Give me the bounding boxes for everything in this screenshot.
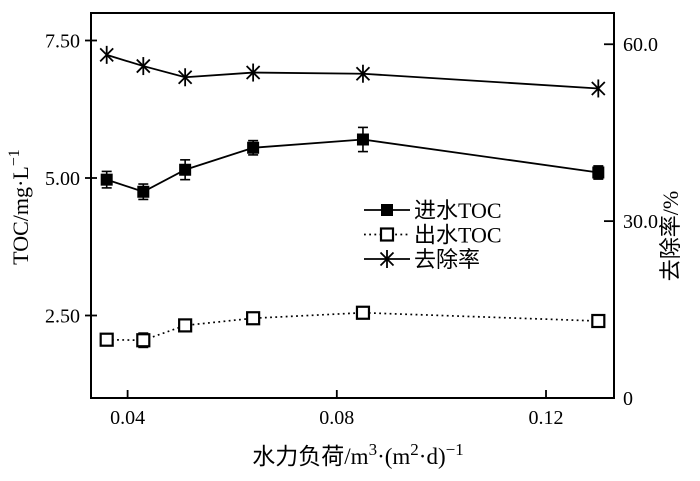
x-tick-label: 0.12 <box>529 407 564 429</box>
legend-item-removal-rate: 去除率 <box>364 247 480 272</box>
legend-item-outflow-toc: 出水TOC <box>364 223 502 248</box>
legend-inflow-toc-marker-icon <box>381 204 393 216</box>
outflow-toc-marker <box>136 333 151 348</box>
series-outflow-toc <box>99 305 606 349</box>
removal-rate-marker <box>178 68 193 87</box>
inflow-toc-marker <box>137 185 150 198</box>
removal-rate-marker <box>99 45 114 64</box>
outflow-toc-marker <box>355 305 371 320</box>
removal-rate-marker <box>245 63 261 82</box>
series-inflow-toc-line <box>106 138 599 193</box>
legend-outflow-toc-marker-icon <box>379 227 395 242</box>
y-left-tick-label: 7.50 <box>45 31 80 53</box>
legend-label-inflow-toc: 进水TOC <box>414 198 502 223</box>
outflow-toc-marker <box>178 318 193 333</box>
series-inflow-toc <box>100 126 605 201</box>
y-left-axis-title: TOC/mg·L−1​ <box>6 149 33 265</box>
removal-rate-marker <box>355 64 371 83</box>
outflow-toc-marker <box>591 313 606 329</box>
y-right-tick-label: 30.0 <box>623 211 658 233</box>
y-right-axis-title: 去除率/% <box>658 191 683 281</box>
removal-rate-marker <box>136 57 151 76</box>
y-left-tick-label: 5.00 <box>45 168 80 190</box>
outflow-toc-marker <box>99 332 114 347</box>
legend-label-removal-rate: 去除率 <box>414 247 480 272</box>
inflow-toc-marker <box>247 141 260 154</box>
y-right-tick-label: 0 <box>623 388 633 410</box>
series-removal-rate-line <box>106 54 599 90</box>
inflow-toc-marker <box>179 163 192 176</box>
x-tick-label: 0.04 <box>110 407 145 429</box>
removal-rate-marker <box>591 79 606 98</box>
inflow-toc-marker <box>100 173 113 186</box>
x-tick-label: 0.08 <box>319 407 354 429</box>
series-removal-rate <box>99 45 606 98</box>
legend-removal-rate-marker-icon <box>379 250 395 268</box>
y-right-tick-label: 60.0 <box>623 34 658 56</box>
outflow-toc-marker <box>246 311 261 326</box>
inflow-toc-marker <box>592 166 605 179</box>
inflow-toc-marker <box>356 133 369 146</box>
plot-frame <box>90 12 615 399</box>
y-left-tick-label: 2.50 <box>45 306 80 328</box>
legend-label-outflow-toc: 出水TOC <box>414 223 502 248</box>
x-axis-title: 水力负荷/m3​·(m2​·d)−1​ <box>252 440 463 469</box>
series-outflow-toc-line <box>106 311 599 342</box>
legend-item-inflow-toc: 进水TOC <box>364 198 502 223</box>
